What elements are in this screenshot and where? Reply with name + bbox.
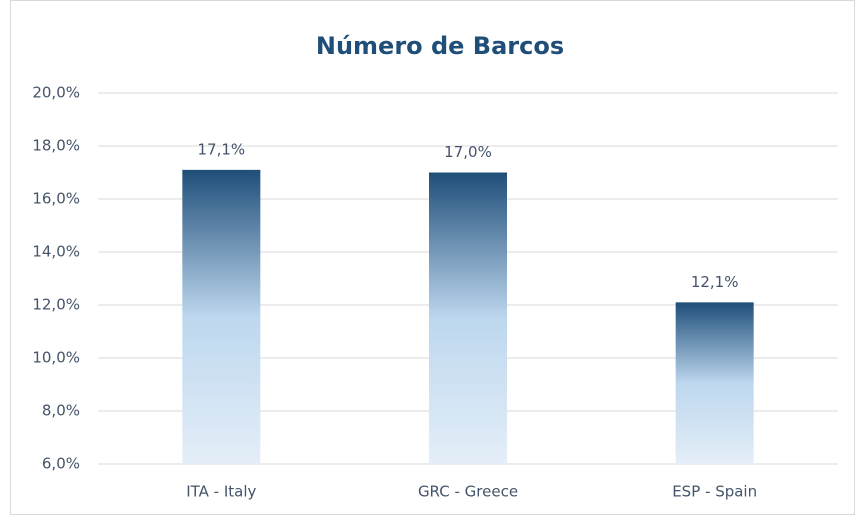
y-tick-label: 18,0% (32, 137, 80, 155)
data-label: 12,1% (691, 273, 739, 291)
y-tick-label: 10,0% (32, 349, 80, 367)
bar (675, 302, 754, 464)
chart-title: Número de Barcos (316, 32, 564, 60)
x-tick-label: ESP - Spain (672, 483, 757, 501)
y-tick-label: 14,0% (32, 243, 80, 261)
bar (429, 172, 507, 464)
y-tick-label: 20,0% (32, 84, 80, 102)
x-tick-label: ITA - Italy (186, 483, 256, 501)
data-label: 17,0% (444, 143, 492, 161)
y-tick-label: 16,0% (32, 190, 80, 208)
x-tick-label: GRC - Greece (418, 483, 518, 501)
y-tick-label: 6,0% (42, 455, 80, 473)
bar (182, 169, 261, 464)
y-tick-label: 12,0% (32, 296, 80, 314)
y-tick-label: 8,0% (42, 402, 80, 420)
data-label: 17,1% (198, 140, 246, 158)
